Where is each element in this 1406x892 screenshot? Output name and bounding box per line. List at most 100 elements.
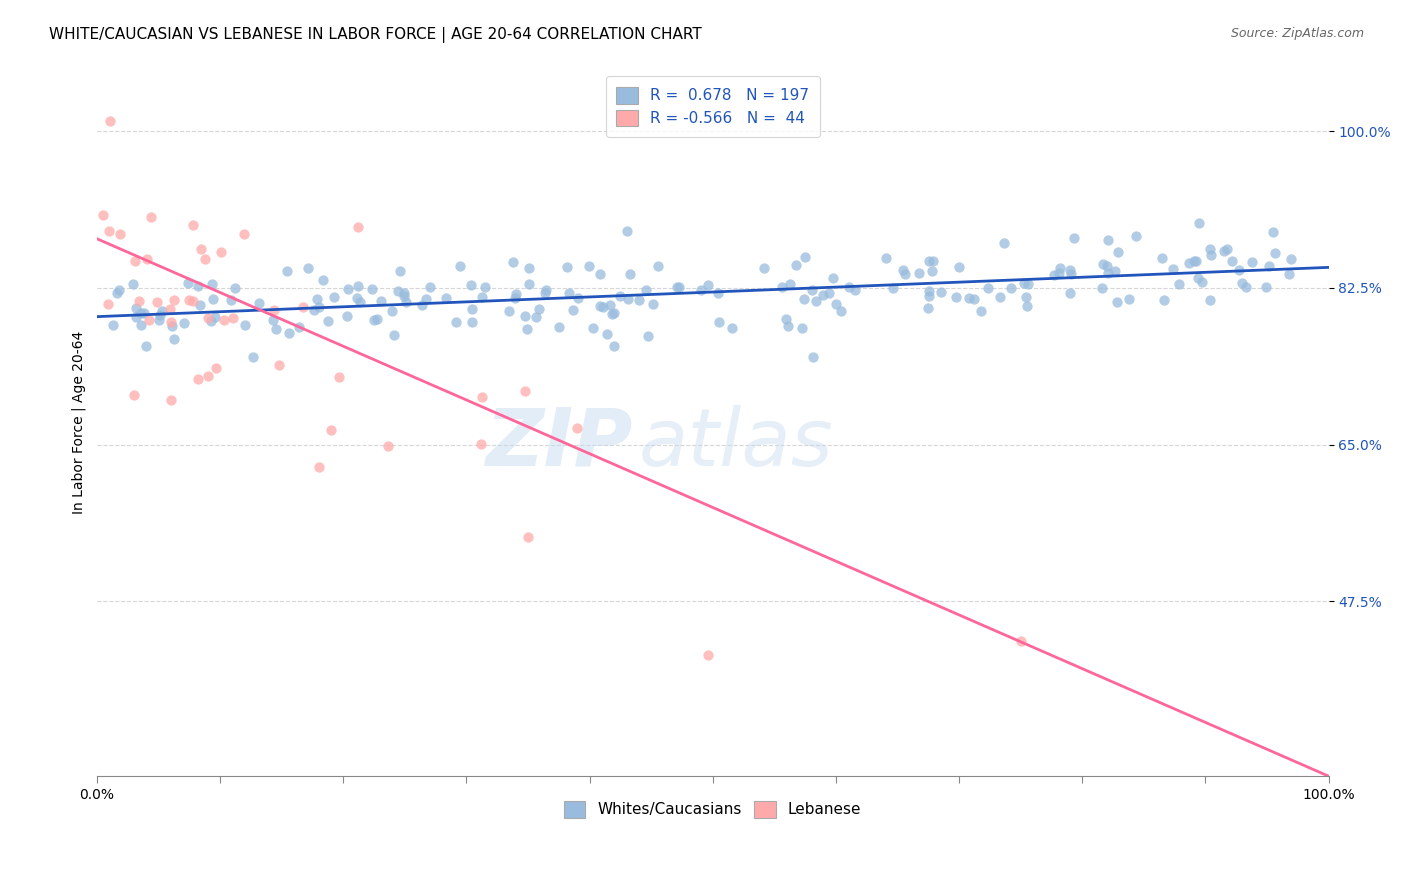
Point <box>224 281 246 295</box>
Point <box>779 277 801 292</box>
Point <box>534 283 557 297</box>
Point <box>515 384 537 398</box>
Point <box>101 318 124 333</box>
Point <box>197 310 219 325</box>
Point <box>1161 262 1184 277</box>
Point <box>163 293 186 308</box>
Point <box>1220 253 1243 268</box>
Point <box>637 329 659 343</box>
Point <box>1234 280 1257 294</box>
Point <box>150 304 173 318</box>
Point <box>1060 267 1083 281</box>
Point <box>668 279 690 293</box>
Point <box>589 267 612 281</box>
Point <box>1092 257 1115 271</box>
Point <box>461 315 484 329</box>
Point <box>108 227 131 241</box>
Point <box>461 301 484 316</box>
Point <box>346 291 368 305</box>
Point <box>1010 633 1032 648</box>
Point <box>502 254 524 268</box>
Point <box>141 210 163 224</box>
Point <box>818 285 841 300</box>
Point <box>801 350 824 364</box>
Point <box>212 313 235 327</box>
Point <box>122 387 145 401</box>
Point <box>891 262 914 277</box>
Point <box>194 252 217 266</box>
Text: Source: ZipAtlas.com: Source: ZipAtlas.com <box>1230 27 1364 40</box>
Point <box>1254 279 1277 293</box>
Point <box>790 321 813 335</box>
Point <box>108 283 131 297</box>
Point <box>697 648 720 663</box>
Point <box>908 267 931 281</box>
Point <box>565 421 588 435</box>
Point <box>1216 242 1239 256</box>
Point <box>162 319 184 334</box>
Point <box>347 278 370 293</box>
Point <box>302 302 325 317</box>
Point <box>517 530 540 544</box>
Point <box>328 370 350 384</box>
Point <box>636 283 658 297</box>
Point <box>98 114 121 128</box>
Point <box>125 301 148 315</box>
Point <box>596 326 619 341</box>
Point <box>582 321 605 335</box>
Point <box>825 297 848 311</box>
Point <box>882 281 904 295</box>
Point <box>419 280 441 294</box>
Point <box>470 436 492 450</box>
Point <box>1015 299 1038 313</box>
Point <box>775 312 797 326</box>
Point <box>1240 254 1263 268</box>
Point <box>276 264 298 278</box>
Point <box>811 288 834 302</box>
Point <box>1199 293 1222 307</box>
Point <box>436 291 458 305</box>
Point <box>1188 215 1211 229</box>
Point <box>1264 246 1286 260</box>
Point <box>770 280 793 294</box>
Point <box>505 286 527 301</box>
Point <box>129 306 152 320</box>
Point <box>1125 229 1147 244</box>
Point <box>1261 225 1284 239</box>
Point <box>804 294 827 309</box>
Point <box>377 439 399 453</box>
Point <box>138 313 160 327</box>
Point <box>921 264 943 278</box>
Text: WHITE/CAUCASIAN VS LEBANESE IN LABOR FORCE | AGE 20-64 CORRELATION CHART: WHITE/CAUCASIAN VS LEBANESE IN LABOR FOR… <box>49 27 702 43</box>
Point <box>977 281 1000 295</box>
Point <box>415 293 437 307</box>
Point <box>370 294 392 309</box>
Point <box>204 360 226 375</box>
Point <box>291 300 314 314</box>
Point <box>1063 230 1085 244</box>
Point <box>527 302 550 317</box>
Point <box>1091 280 1114 294</box>
Point <box>471 290 494 304</box>
Point <box>945 290 967 304</box>
Point <box>516 322 538 336</box>
Point <box>517 277 540 292</box>
Point <box>1104 263 1126 277</box>
Point <box>297 260 319 275</box>
Point <box>548 319 571 334</box>
Point <box>209 245 232 260</box>
Point <box>1000 281 1022 295</box>
Point <box>132 305 155 319</box>
Point <box>1059 285 1081 300</box>
Point <box>242 350 264 364</box>
Point <box>894 267 917 281</box>
Point <box>262 313 284 327</box>
Point <box>929 285 952 300</box>
Point <box>1059 263 1081 277</box>
Point <box>1107 244 1129 259</box>
Point <box>287 320 309 334</box>
Point <box>1153 293 1175 308</box>
Point <box>918 253 941 268</box>
Point <box>129 318 152 332</box>
Point <box>1097 234 1119 248</box>
